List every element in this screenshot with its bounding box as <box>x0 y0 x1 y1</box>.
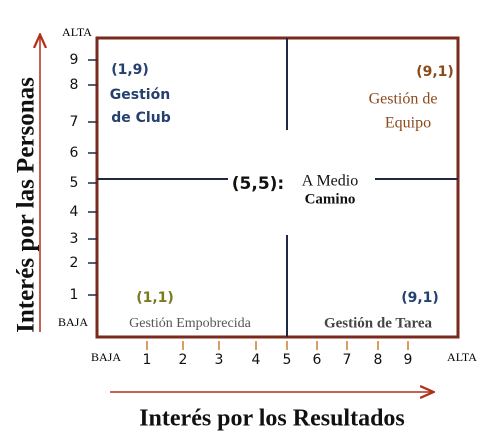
x-tick-label: 3 <box>215 352 224 368</box>
coord: (1,9) <box>111 62 149 78</box>
y-tick-label: 4 <box>70 204 79 220</box>
label: Gestión de Tarea <box>324 315 433 331</box>
y-low: BAJA <box>58 315 88 329</box>
coord: (5,5): <box>232 174 284 194</box>
y-title: Interés por las Personas <box>13 77 40 333</box>
coord: (1,1) <box>136 290 174 306</box>
label: Equipo <box>385 115 431 132</box>
y-high: ALTA <box>62 25 92 39</box>
x-tick-label: 2 <box>179 352 188 368</box>
label: Gestión Empobrecida <box>129 316 251 331</box>
y-tick-label: 8 <box>70 77 79 93</box>
y-tick-label: 2 <box>70 255 79 271</box>
x-title: Interés por los Resultados <box>139 406 405 432</box>
x-low: BAJA <box>91 350 121 364</box>
label: Gestión <box>110 87 170 103</box>
y-tick-label: 9 <box>70 52 79 68</box>
y-tick-label: 1 <box>70 287 79 303</box>
label: Camino <box>305 191 356 207</box>
label: A Medio <box>302 173 358 190</box>
x-tick-label: 4 <box>252 352 261 368</box>
y-tick-label: 6 <box>70 145 79 161</box>
coord: (9,1) <box>401 290 439 306</box>
y-tick-label: 3 <box>70 231 79 247</box>
x-tick-label: 5 <box>283 352 292 368</box>
x-tick-label: 1 <box>143 352 152 368</box>
x-tick-label: 8 <box>374 352 383 368</box>
dividers <box>97 38 458 337</box>
x-tick-label: 6 <box>313 352 322 368</box>
grid-frame <box>95 36 460 339</box>
y-tick-label: 5 <box>70 175 79 191</box>
x-tick-label: 9 <box>404 352 413 368</box>
label: de Club <box>111 110 170 126</box>
y-tick-label: 7 <box>70 114 79 130</box>
ticks: 1 2 3 4 5 6 7 8 9 1 2 3 4 5 6 7 8 9 <box>70 52 413 368</box>
label: Gestión de <box>369 91 438 108</box>
x-high: ALTA <box>447 350 477 364</box>
x-tick-label: 7 <box>343 352 352 368</box>
coord: (9,1) <box>416 64 454 80</box>
